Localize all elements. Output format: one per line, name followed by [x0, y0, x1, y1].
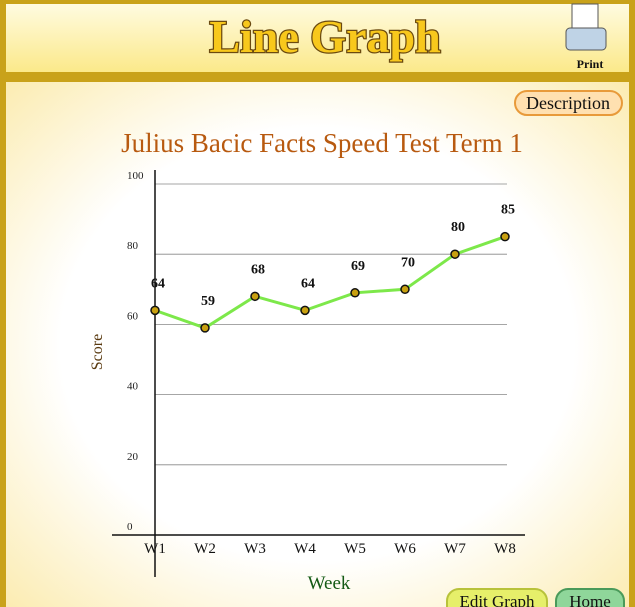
x-tick-label: W3 [244, 541, 266, 557]
data-point [300, 305, 310, 316]
print-label: Print [577, 57, 604, 71]
data-label: 85 [501, 203, 515, 218]
y-tick-label: 60 [127, 310, 139, 322]
y-tick-label: 40 [127, 381, 139, 393]
data-label: 80 [451, 220, 465, 235]
button-bg [446, 588, 548, 607]
x-tick-label: W4 [294, 541, 316, 557]
x-tick-label: W7 [444, 541, 466, 557]
data-label: 64 [301, 276, 315, 291]
description-button[interactable]: Description [514, 90, 623, 116]
data-point [450, 249, 460, 259]
data-point [250, 291, 260, 302]
chart-title: Julius Bacic Facts Speed Test Term 1 [121, 128, 523, 158]
data-point [150, 305, 160, 316]
data-point [200, 323, 210, 333]
data-label: 68 [251, 262, 265, 277]
button-bg [514, 90, 623, 116]
home-button[interactable]: Home [555, 588, 625, 607]
data-label: 70 [401, 255, 415, 270]
header-bg [6, 4, 629, 72]
panel [6, 82, 629, 607]
data-label: 69 [351, 259, 365, 274]
x-tick-label: W8 [494, 541, 516, 557]
y-tick-label: 20 [127, 451, 139, 463]
data-label: 59 [201, 294, 215, 309]
button-bg [555, 588, 625, 607]
button-label: Description [526, 93, 610, 113]
data-point [500, 231, 510, 242]
x-axis-label: Week [308, 573, 351, 594]
button-label: Edit Graph [459, 592, 535, 607]
header-title: Line Graph [209, 11, 440, 62]
data-label: 64 [151, 276, 165, 291]
y-tick-label: 100 [127, 170, 144, 182]
x-tick-label: W1 [144, 541, 166, 557]
print-icon [565, 27, 607, 51]
data-point [400, 284, 410, 295]
button-label: Home [569, 592, 611, 607]
print-button[interactable]: Print [565, 3, 607, 71]
x-tick-label: W6 [394, 541, 416, 557]
data-point [350, 288, 360, 298]
edit-graph-button[interactable]: Edit Graph [446, 588, 548, 607]
y-axis-label: Score [89, 334, 106, 370]
y-tick-label: 80 [127, 240, 139, 252]
x-tick-label: W2 [194, 541, 216, 557]
x-tick-label: W5 [344, 541, 366, 557]
data-line [154, 235, 506, 330]
y-tick-label: 0 [127, 521, 133, 533]
